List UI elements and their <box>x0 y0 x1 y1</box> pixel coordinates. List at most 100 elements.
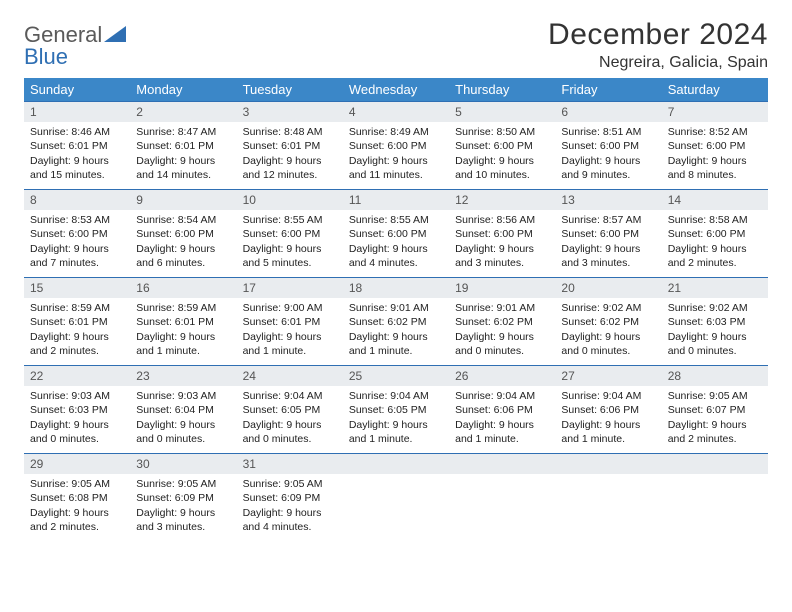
day-number: 24 <box>237 366 343 386</box>
day-data: Sunrise: 9:03 AMSunset: 6:04 PMDaylight:… <box>130 386 236 452</box>
day-number: 12 <box>449 190 555 210</box>
day-number <box>343 454 449 474</box>
daylight-text: Daylight: 9 hours and 0 minutes. <box>136 418 230 446</box>
sunset-text: Sunset: 6:00 PM <box>561 227 655 241</box>
day-data: Sunrise: 8:57 AMSunset: 6:00 PMDaylight:… <box>555 210 661 276</box>
daylight-text: Daylight: 9 hours and 4 minutes. <box>349 242 443 270</box>
calendar-day-cell: 31Sunrise: 9:05 AMSunset: 6:09 PMDayligh… <box>237 454 343 540</box>
sunset-text: Sunset: 6:02 PM <box>455 315 549 329</box>
daylight-text: Daylight: 9 hours and 1 minute. <box>561 418 655 446</box>
logo: General Blue <box>24 18 126 68</box>
sunrise-text: Sunrise: 8:49 AM <box>349 125 443 139</box>
day-header: Wednesday <box>343 78 449 102</box>
day-number: 11 <box>343 190 449 210</box>
calendar-day-cell: 30Sunrise: 9:05 AMSunset: 6:09 PMDayligh… <box>130 454 236 540</box>
sunrise-text: Sunrise: 8:59 AM <box>30 301 124 315</box>
day-data: Sunrise: 8:59 AMSunset: 6:01 PMDaylight:… <box>130 298 236 364</box>
calendar-page: General Blue December 2024 Negreira, Gal… <box>0 0 792 558</box>
daylight-text: Daylight: 9 hours and 0 minutes. <box>243 418 337 446</box>
calendar-day-cell: 5Sunrise: 8:50 AMSunset: 6:00 PMDaylight… <box>449 102 555 190</box>
sunset-text: Sunset: 6:07 PM <box>668 403 762 417</box>
day-number: 16 <box>130 278 236 298</box>
calendar-day-cell <box>343 454 449 540</box>
calendar-day-cell: 15Sunrise: 8:59 AMSunset: 6:01 PMDayligh… <box>24 278 130 366</box>
day-number: 18 <box>343 278 449 298</box>
sunset-text: Sunset: 6:00 PM <box>349 139 443 153</box>
sunrise-text: Sunrise: 8:55 AM <box>243 213 337 227</box>
calendar-day-cell: 25Sunrise: 9:04 AMSunset: 6:05 PMDayligh… <box>343 366 449 454</box>
sunrise-text: Sunrise: 9:00 AM <box>243 301 337 315</box>
day-number: 23 <box>130 366 236 386</box>
sunset-text: Sunset: 6:04 PM <box>136 403 230 417</box>
calendar-day-cell: 1Sunrise: 8:46 AMSunset: 6:01 PMDaylight… <box>24 102 130 190</box>
daylight-text: Daylight: 9 hours and 11 minutes. <box>349 154 443 182</box>
sunset-text: Sunset: 6:00 PM <box>561 139 655 153</box>
sunrise-text: Sunrise: 8:56 AM <box>455 213 549 227</box>
calendar-day-cell: 18Sunrise: 9:01 AMSunset: 6:02 PMDayligh… <box>343 278 449 366</box>
daylight-text: Daylight: 9 hours and 15 minutes. <box>30 154 124 182</box>
sunset-text: Sunset: 6:00 PM <box>136 227 230 241</box>
daylight-text: Daylight: 9 hours and 10 minutes. <box>455 154 549 182</box>
day-number: 2 <box>130 102 236 122</box>
calendar-day-cell: 13Sunrise: 8:57 AMSunset: 6:00 PMDayligh… <box>555 190 661 278</box>
sunrise-text: Sunrise: 9:05 AM <box>243 477 337 491</box>
sunset-text: Sunset: 6:06 PM <box>561 403 655 417</box>
day-data: Sunrise: 8:55 AMSunset: 6:00 PMDaylight:… <box>237 210 343 276</box>
day-data: Sunrise: 8:46 AMSunset: 6:01 PMDaylight:… <box>24 122 130 188</box>
calendar-day-cell: 14Sunrise: 8:58 AMSunset: 6:00 PMDayligh… <box>662 190 768 278</box>
sunset-text: Sunset: 6:05 PM <box>243 403 337 417</box>
day-number: 13 <box>555 190 661 210</box>
sunrise-text: Sunrise: 8:57 AM <box>561 213 655 227</box>
calendar-day-cell <box>449 454 555 540</box>
sunrise-text: Sunrise: 8:59 AM <box>136 301 230 315</box>
sunrise-text: Sunrise: 8:46 AM <box>30 125 124 139</box>
sunset-text: Sunset: 6:01 PM <box>243 139 337 153</box>
daylight-text: Daylight: 9 hours and 2 minutes. <box>30 330 124 358</box>
sunrise-text: Sunrise: 9:01 AM <box>455 301 549 315</box>
day-number: 10 <box>237 190 343 210</box>
calendar-day-cell: 9Sunrise: 8:54 AMSunset: 6:00 PMDaylight… <box>130 190 236 278</box>
calendar-day-cell: 2Sunrise: 8:47 AMSunset: 6:01 PMDaylight… <box>130 102 236 190</box>
day-data: Sunrise: 8:50 AMSunset: 6:00 PMDaylight:… <box>449 122 555 188</box>
daylight-text: Daylight: 9 hours and 5 minutes. <box>243 242 337 270</box>
daylight-text: Daylight: 9 hours and 1 minute. <box>136 330 230 358</box>
day-header: Tuesday <box>237 78 343 102</box>
page-title: December 2024 <box>548 18 768 52</box>
sunset-text: Sunset: 6:03 PM <box>30 403 124 417</box>
day-header: Sunday <box>24 78 130 102</box>
calendar-day-cell: 17Sunrise: 9:00 AMSunset: 6:01 PMDayligh… <box>237 278 343 366</box>
day-data: Sunrise: 9:04 AMSunset: 6:06 PMDaylight:… <box>449 386 555 452</box>
sunset-text: Sunset: 6:01 PM <box>243 315 337 329</box>
daylight-text: Daylight: 9 hours and 3 minutes. <box>561 242 655 270</box>
day-number: 21 <box>662 278 768 298</box>
day-data: Sunrise: 9:05 AMSunset: 6:09 PMDaylight:… <box>130 474 236 540</box>
daylight-text: Daylight: 9 hours and 4 minutes. <box>243 506 337 534</box>
calendar-day-cell: 16Sunrise: 8:59 AMSunset: 6:01 PMDayligh… <box>130 278 236 366</box>
sunrise-text: Sunrise: 9:04 AM <box>349 389 443 403</box>
logo-text: General Blue <box>24 24 126 68</box>
calendar-body: 1Sunrise: 8:46 AMSunset: 6:01 PMDaylight… <box>24 102 768 540</box>
daylight-text: Daylight: 9 hours and 0 minutes. <box>668 330 762 358</box>
daylight-text: Daylight: 9 hours and 9 minutes. <box>561 154 655 182</box>
daylight-text: Daylight: 9 hours and 7 minutes. <box>30 242 124 270</box>
sunrise-text: Sunrise: 8:58 AM <box>668 213 762 227</box>
sunset-text: Sunset: 6:08 PM <box>30 491 124 505</box>
day-number: 22 <box>24 366 130 386</box>
day-number: 25 <box>343 366 449 386</box>
sunrise-text: Sunrise: 8:51 AM <box>561 125 655 139</box>
sunset-text: Sunset: 6:00 PM <box>668 227 762 241</box>
title-block: December 2024 Negreira, Galicia, Spain <box>548 18 768 72</box>
page-location: Negreira, Galicia, Spain <box>548 54 768 72</box>
day-number: 26 <box>449 366 555 386</box>
calendar-day-cell: 22Sunrise: 9:03 AMSunset: 6:03 PMDayligh… <box>24 366 130 454</box>
sunset-text: Sunset: 6:00 PM <box>455 139 549 153</box>
sunset-text: Sunset: 6:00 PM <box>349 227 443 241</box>
day-number: 29 <box>24 454 130 474</box>
calendar-week-row: 22Sunrise: 9:03 AMSunset: 6:03 PMDayligh… <box>24 366 768 454</box>
day-data: Sunrise: 8:52 AMSunset: 6:00 PMDaylight:… <box>662 122 768 188</box>
sunrise-text: Sunrise: 9:05 AM <box>136 477 230 491</box>
sunrise-text: Sunrise: 8:52 AM <box>668 125 762 139</box>
daylight-text: Daylight: 9 hours and 1 minute. <box>455 418 549 446</box>
sunrise-text: Sunrise: 9:05 AM <box>668 389 762 403</box>
day-data: Sunrise: 8:53 AMSunset: 6:00 PMDaylight:… <box>24 210 130 276</box>
